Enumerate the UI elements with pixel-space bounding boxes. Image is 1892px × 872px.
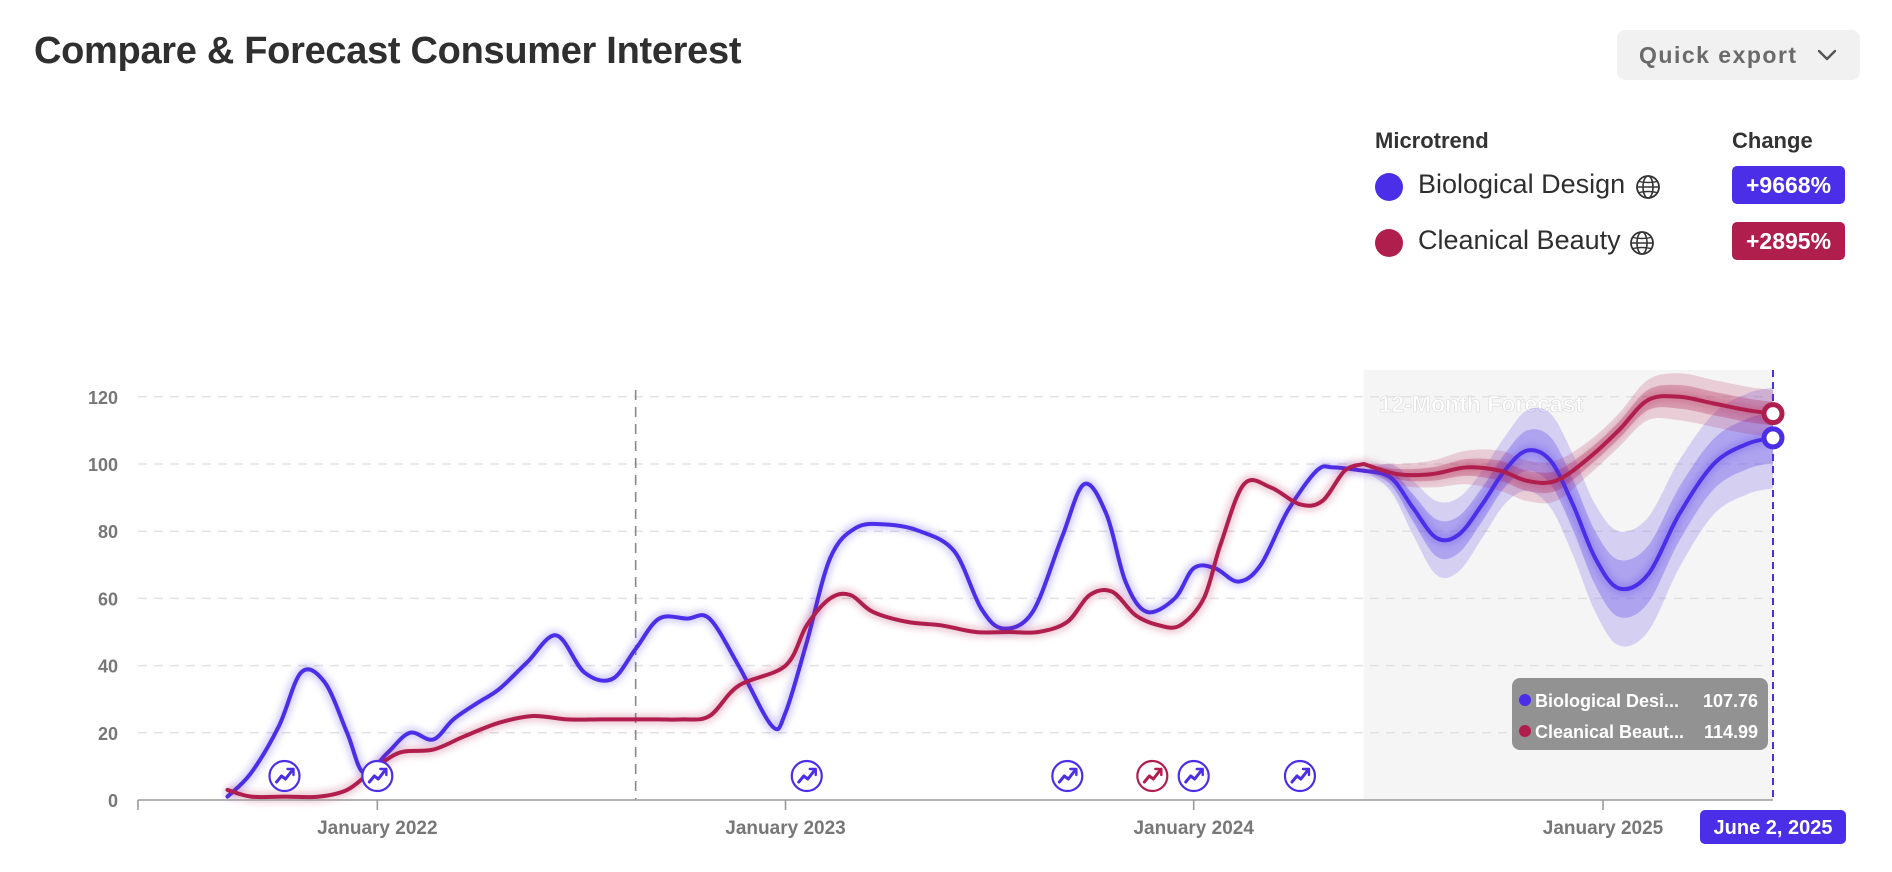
- y-tick-label: 40: [98, 657, 118, 677]
- tooltip-bg: [1512, 678, 1768, 750]
- trend-event-circle: [361, 759, 394, 793]
- trend-event-circle: [1177, 759, 1210, 793]
- tooltip-label: Cleanical Beaut...: [1535, 722, 1684, 742]
- current-date-badge: [1700, 810, 1846, 844]
- y-tick-label: 100: [88, 455, 118, 475]
- legend-item-label: Biological Design: [1418, 169, 1626, 199]
- y-tick-label: 20: [98, 724, 118, 744]
- tooltip-value: 107.76: [1703, 691, 1758, 711]
- series-line-cleanical-beauty[interactable]: [225, 462, 1366, 800]
- trend-up-icon: [367, 768, 387, 784]
- trend-event-circle: [1136, 759, 1169, 793]
- x-tick-label: January 2023: [725, 818, 845, 839]
- arrowhead: [808, 767, 817, 777]
- quick-export-button[interactable]: Quick export: [1617, 30, 1860, 80]
- tooltip-color-dot: [1519, 694, 1531, 706]
- trend-event-marker[interactable]: [1136, 759, 1169, 793]
- series-line-cleanical-beauty[interactable]: [1361, 394, 1775, 485]
- y-tick-label: 80: [98, 522, 118, 542]
- trend-up-icon: [275, 768, 295, 784]
- tooltip-value: 114.99: [1704, 722, 1758, 742]
- legend-microtrend-header: Microtrend: [1375, 128, 1489, 153]
- y-tick-label: 60: [98, 589, 118, 609]
- trend-event-marker[interactable]: [1177, 759, 1210, 793]
- trend-up-icon: [797, 768, 817, 784]
- series-glow: [224, 461, 1365, 800]
- change-badge: +9668%: [1732, 166, 1846, 204]
- series-endpoint[interactable]: [1761, 426, 1785, 450]
- legend-item-label: Cleanical Beauty: [1418, 225, 1621, 255]
- forecast-label: 12-Month Forecast: [1379, 391, 1584, 417]
- arrowhead: [1195, 767, 1204, 777]
- trend-event-circle: [268, 759, 301, 793]
- trend-up-icon: [1184, 768, 1204, 784]
- series-line-biological-design[interactable]: [1361, 435, 1775, 592]
- legend-item-cleanical-beauty[interactable]: Cleanical Beauty +2895%: [1375, 220, 1865, 260]
- tooltip-label: Biological Desi...: [1535, 691, 1679, 711]
- trend-up-icon: [1142, 768, 1162, 784]
- trend-event-marker[interactable]: [268, 759, 301, 793]
- trend-event-circle: [1283, 759, 1317, 793]
- legend: Microtrend Change Biological Design +966…: [1375, 128, 1865, 268]
- trend-up-icon: [1290, 768, 1310, 784]
- bio-forecast-band: [1363, 412, 1773, 618]
- bio-forecast-band: [1363, 387, 1773, 647]
- change-badge: +2895%: [1732, 222, 1846, 260]
- value-tooltip: Biological Desi... 107.76 Cleanical Beaut.…: [1512, 678, 1768, 750]
- x-tick-label: January 2022: [317, 818, 437, 839]
- arrowhead: [379, 767, 388, 777]
- series-line-biological-design[interactable]: [225, 464, 1366, 799]
- globe-icon[interactable]: [1634, 173, 1662, 201]
- arrowhead: [1301, 767, 1311, 777]
- trend-event-marker[interactable]: [1051, 759, 1084, 793]
- trend-event-marker[interactable]: [361, 759, 394, 793]
- current-date-label: June 2, 2025: [1714, 817, 1833, 839]
- trend-event-marker[interactable]: [790, 759, 823, 793]
- arrowhead: [1069, 767, 1078, 777]
- trend-event-circle: [1051, 759, 1084, 793]
- trend-up-icon: [1057, 768, 1077, 784]
- chevron-down-icon: [1817, 49, 1837, 61]
- y-tick-label: 120: [88, 388, 118, 408]
- y-tick-label: 0: [108, 791, 118, 811]
- x-tick-label: January 2025: [1543, 818, 1664, 839]
- trend-event-marker[interactable]: [1283, 759, 1317, 793]
- series-color-dot: [1375, 229, 1403, 257]
- x-tick-label: January 2024: [1133, 818, 1254, 839]
- quick-export-label: Quick export: [1639, 41, 1798, 68]
- arrowhead: [286, 767, 295, 777]
- tooltip-color-dot: [1519, 725, 1531, 737]
- legend-item-biological-design[interactable]: Biological Design +9668%: [1375, 164, 1865, 204]
- page-title: Compare & Forecast Consumer Interest: [34, 30, 742, 72]
- trend-event-circle: [790, 759, 823, 793]
- series-endpoint[interactable]: [1761, 402, 1785, 426]
- legend-change-header: Change: [1732, 128, 1813, 153]
- globe-icon[interactable]: [1628, 229, 1656, 257]
- series-color-dot: [1375, 173, 1403, 201]
- arrowhead: [1154, 767, 1163, 777]
